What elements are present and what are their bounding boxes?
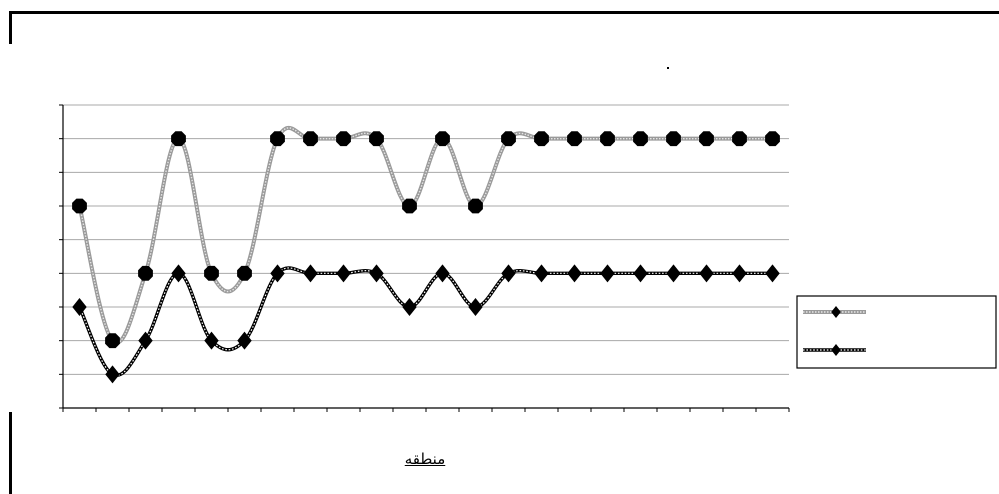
data-point xyxy=(171,264,186,283)
data-point xyxy=(501,264,516,283)
data-point xyxy=(468,298,483,316)
data-point xyxy=(732,264,747,283)
legend-marker xyxy=(831,306,841,318)
data-point xyxy=(303,264,318,283)
data-point xyxy=(138,331,153,350)
data-point xyxy=(534,131,549,147)
data-point xyxy=(435,131,450,147)
data-point xyxy=(600,264,615,283)
data-point xyxy=(204,265,219,281)
data-point xyxy=(138,265,153,281)
x-axis-label: منطقه xyxy=(404,450,446,468)
data-point xyxy=(336,131,351,147)
legend-marker xyxy=(831,344,841,356)
data-point xyxy=(303,131,318,147)
frame-top-border xyxy=(9,11,999,14)
data-point xyxy=(633,264,648,283)
stray-dot xyxy=(667,67,669,69)
data-point xyxy=(72,198,87,214)
data-point xyxy=(237,265,252,281)
data-point xyxy=(369,264,384,283)
gridlines xyxy=(63,104,789,375)
data-point xyxy=(402,198,417,214)
data-point xyxy=(270,264,285,283)
series-layer xyxy=(72,125,780,384)
data-point xyxy=(468,198,483,214)
series-1 xyxy=(72,125,780,349)
data-point xyxy=(699,131,714,147)
data-point xyxy=(765,264,780,283)
data-point xyxy=(699,264,714,283)
axes xyxy=(59,104,790,412)
data-point xyxy=(534,264,549,283)
data-point xyxy=(204,331,219,350)
data-point xyxy=(171,131,186,147)
frame-left-border-top xyxy=(9,11,12,44)
data-point xyxy=(72,298,87,316)
legend-box xyxy=(796,295,997,369)
data-point xyxy=(369,131,384,147)
data-point xyxy=(666,264,681,283)
data-point xyxy=(732,131,747,147)
frame-left-border-bottom xyxy=(9,412,12,494)
series-2 xyxy=(72,264,780,384)
chart-area xyxy=(32,92,796,416)
data-point xyxy=(666,131,681,147)
data-point xyxy=(567,264,582,283)
data-point xyxy=(402,298,417,316)
data-point xyxy=(105,365,120,384)
data-point xyxy=(765,131,780,147)
data-point xyxy=(336,264,351,283)
data-point xyxy=(270,131,285,147)
data-point xyxy=(237,331,252,350)
data-point xyxy=(105,333,120,349)
data-point xyxy=(435,264,450,283)
legend xyxy=(796,295,997,369)
data-point xyxy=(633,131,648,147)
data-point xyxy=(501,131,516,147)
data-point xyxy=(600,131,615,147)
data-point xyxy=(567,131,582,147)
